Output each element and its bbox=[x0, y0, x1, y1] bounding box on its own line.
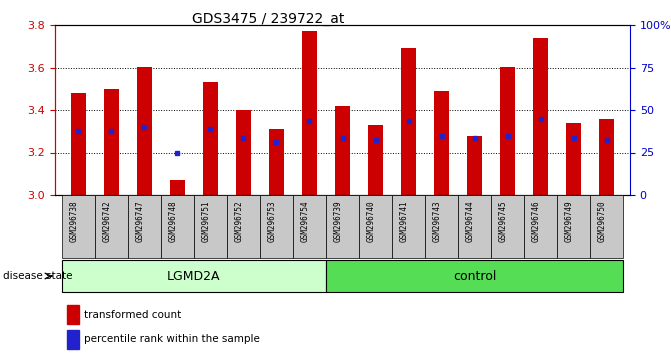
Text: GSM296739: GSM296739 bbox=[333, 200, 342, 242]
Bar bbox=[434, 91, 449, 195]
Bar bbox=[194, 195, 227, 258]
Text: transformed count: transformed count bbox=[84, 310, 181, 320]
Bar bbox=[260, 195, 293, 258]
Bar bbox=[533, 38, 548, 195]
Bar bbox=[203, 82, 218, 195]
Text: GSM296744: GSM296744 bbox=[466, 200, 474, 242]
Bar bbox=[501, 68, 515, 195]
Bar bbox=[566, 123, 581, 195]
Bar bbox=[467, 136, 482, 195]
Text: GSM296745: GSM296745 bbox=[499, 200, 508, 242]
Bar bbox=[326, 260, 623, 292]
Bar bbox=[293, 195, 326, 258]
Bar bbox=[161, 195, 194, 258]
Text: GSM296749: GSM296749 bbox=[565, 200, 574, 242]
Text: GDS3475 / 239722_at: GDS3475 / 239722_at bbox=[192, 12, 345, 26]
Bar bbox=[590, 195, 623, 258]
Text: GSM296742: GSM296742 bbox=[102, 200, 111, 242]
Bar bbox=[66, 330, 79, 349]
Bar bbox=[401, 48, 416, 195]
Text: disease state: disease state bbox=[3, 271, 73, 281]
Bar bbox=[392, 195, 425, 258]
Text: GSM296752: GSM296752 bbox=[234, 200, 244, 242]
Bar bbox=[170, 180, 185, 195]
Text: GSM296754: GSM296754 bbox=[301, 200, 309, 242]
Bar bbox=[359, 195, 392, 258]
Bar bbox=[127, 195, 161, 258]
Bar bbox=[95, 195, 127, 258]
Bar bbox=[227, 195, 260, 258]
Text: GSM296738: GSM296738 bbox=[69, 200, 78, 242]
Bar bbox=[62, 260, 326, 292]
Bar bbox=[368, 125, 383, 195]
Text: GSM296741: GSM296741 bbox=[400, 200, 409, 242]
Text: GSM296743: GSM296743 bbox=[433, 200, 442, 242]
Text: control: control bbox=[453, 269, 497, 282]
Text: GSM296747: GSM296747 bbox=[136, 200, 144, 242]
Bar bbox=[66, 306, 79, 324]
Bar bbox=[558, 195, 590, 258]
Bar bbox=[269, 129, 284, 195]
Text: LGMD2A: LGMD2A bbox=[167, 269, 221, 282]
Text: GSM296740: GSM296740 bbox=[366, 200, 376, 242]
Bar bbox=[491, 195, 524, 258]
Bar bbox=[458, 195, 491, 258]
Bar bbox=[62, 195, 95, 258]
Text: GSM296748: GSM296748 bbox=[168, 200, 177, 242]
Bar bbox=[236, 110, 251, 195]
Bar bbox=[302, 32, 317, 195]
Bar bbox=[137, 68, 152, 195]
Bar bbox=[599, 119, 615, 195]
Bar bbox=[104, 89, 119, 195]
Text: GSM296751: GSM296751 bbox=[201, 200, 210, 242]
Bar bbox=[70, 93, 86, 195]
Bar bbox=[326, 195, 359, 258]
Bar bbox=[524, 195, 558, 258]
Text: GSM296750: GSM296750 bbox=[598, 200, 607, 242]
Bar bbox=[335, 106, 350, 195]
Text: percentile rank within the sample: percentile rank within the sample bbox=[84, 334, 260, 344]
Bar bbox=[425, 195, 458, 258]
Text: GSM296753: GSM296753 bbox=[268, 200, 276, 242]
Text: GSM296746: GSM296746 bbox=[532, 200, 541, 242]
